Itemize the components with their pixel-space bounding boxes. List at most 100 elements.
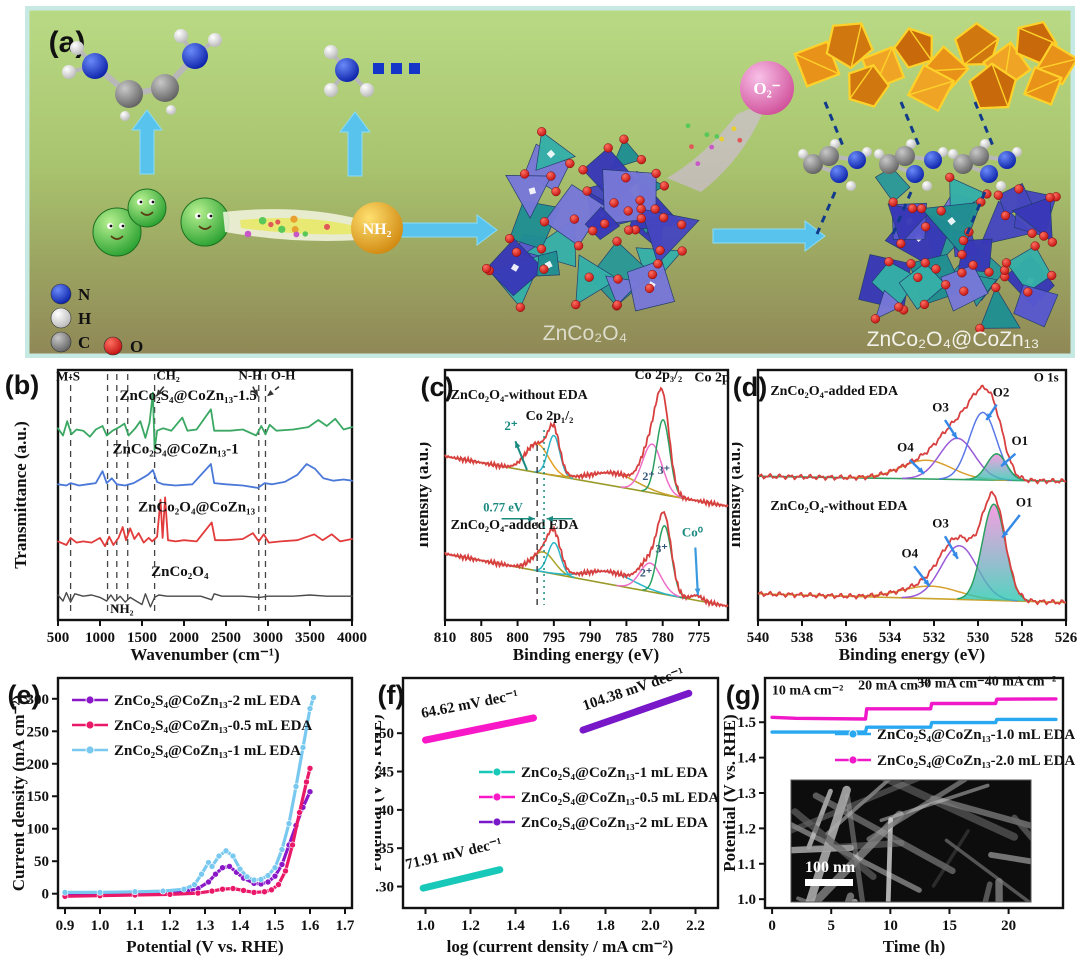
atom <box>174 29 188 43</box>
oxygen-atom <box>612 236 622 246</box>
crystal-cluster <box>481 127 700 312</box>
oxygen-atom <box>551 186 561 197</box>
legend-marker <box>85 745 95 755</box>
decorative-shape <box>874 289 904 320</box>
y-tick-label: 1.1 <box>737 857 756 873</box>
series-marker <box>226 863 233 870</box>
series-line-3 <box>57 591 353 608</box>
atom <box>969 146 989 166</box>
x-tick-label: 1.4 <box>231 918 250 934</box>
decorative-shape <box>291 226 299 233</box>
hydrogen-bond-line <box>973 101 995 147</box>
hydrogen-bond-line <box>823 101 845 147</box>
process-arrow <box>339 111 371 177</box>
atom <box>70 41 84 55</box>
x-axis-title: Potential (V vs. RHE) <box>126 937 283 956</box>
decorative-shape <box>850 23 863 69</box>
legend-label: ZnCo₂S₄@CoZn₁₃-0.5 mL EDA <box>114 718 312 734</box>
oxygen-atom <box>636 204 646 214</box>
o2-ball <box>740 61 794 115</box>
x-tick-label: 775 <box>688 630 711 646</box>
process-arrow <box>131 109 163 175</box>
arrow-head <box>952 551 958 559</box>
panel-d-o1s-xps-chart: 540 538 536 534 532 530 528 526 Binding energy (… <box>732 368 1078 664</box>
x-tick-label: 2.0 <box>641 918 660 934</box>
oxygen-atom <box>571 299 581 310</box>
legend-label: ZnCo₂S₄@CoZn₁₃-2 mL EDA <box>521 815 708 831</box>
annotation: Co 2p <box>694 370 730 385</box>
annotation: O3 <box>932 399 949 414</box>
series-marker <box>278 846 286 853</box>
x-tick-label: 540 <box>747 630 770 646</box>
legend-label: ZnCo₂S₄@CoZn₁₃-0.5 mL EDA <box>521 790 719 806</box>
arrow-head <box>951 431 958 439</box>
decorative-shape <box>290 215 298 223</box>
atom <box>948 149 958 159</box>
atom <box>895 146 915 166</box>
arrow-head <box>917 467 925 474</box>
oxygen-atom <box>588 226 598 236</box>
envelope-0 <box>757 384 1067 485</box>
atom <box>953 154 973 174</box>
annotation: Co 2p₁/₂ <box>526 409 574 424</box>
panel-b-ftir-chart: 500 1000 1500 2000 2500 3000 3500 4000 Wavenumbe… <box>5 368 367 664</box>
x-tick-label: 528 <box>1011 630 1034 646</box>
trace-label: ZnCo₂O₄-without EDA <box>770 499 908 514</box>
series-marker <box>236 865 244 873</box>
sem-nanowire <box>988 851 1031 865</box>
decorative-shape <box>794 53 840 75</box>
sem-nanowire <box>783 922 855 968</box>
series-line-2 <box>57 496 353 548</box>
decorative-shape <box>1011 197 1053 243</box>
oxygen-atom <box>515 302 526 312</box>
decorative-shape <box>535 131 576 171</box>
x-tick-label: 1.3 <box>196 918 215 934</box>
y-axis-title: Potential (V vs. RHE) <box>375 714 385 871</box>
sem-nanowire <box>844 793 866 902</box>
trace-label: ZnCo₂O₄-without EDA <box>451 388 589 403</box>
decorative-shape <box>1018 27 1057 45</box>
series-marker <box>271 872 279 880</box>
series-marker <box>222 847 230 855</box>
decorative-shape <box>139 200 143 204</box>
trace-label: ZnCo₂O₄-added EDA <box>451 518 580 533</box>
panel-g-stability-chart: 0 5 10 15 20 1.0 1.1 1.2 1.3 1.4 1.5 Time (h) Potent… <box>723 674 1075 968</box>
oxygen-atom <box>984 267 994 277</box>
x-tick-label: 1.4 <box>506 918 525 934</box>
series-marker <box>131 888 139 896</box>
series-marker <box>219 864 226 872</box>
oxygen-atom <box>504 233 515 244</box>
series-line-2 <box>63 695 316 894</box>
sem-inset-image <box>783 780 1031 968</box>
y-tick-label: 1.50 <box>375 726 394 742</box>
atom <box>335 58 359 82</box>
arrow-head <box>1002 530 1009 538</box>
oxygen-atom <box>991 282 1001 293</box>
series-marker <box>303 778 310 786</box>
oxygen-atom <box>968 260 978 270</box>
series-marker <box>215 852 223 860</box>
arrow-head <box>694 588 701 595</box>
atom <box>115 80 143 108</box>
oxygen-atom <box>613 274 623 284</box>
decorative-shape <box>991 63 1009 108</box>
panel-letter: (g) <box>726 680 760 710</box>
y-tick-label: 1.3 <box>737 786 756 802</box>
hydrogen-bond-dash <box>391 63 402 74</box>
decorative-shape <box>151 200 155 204</box>
series-marker <box>250 876 258 884</box>
legend-marker <box>85 695 95 705</box>
oxygen-atom <box>573 241 584 251</box>
annotation: O1 <box>1016 494 1033 509</box>
ammonia-molecule <box>324 45 420 97</box>
y-tick-label: 1.5 <box>737 715 756 731</box>
decorative-shape <box>908 80 954 96</box>
x-tick-label: 532 <box>923 630 946 646</box>
series-marker <box>289 841 296 849</box>
series-line-1 <box>63 766 312 898</box>
annotation: ZnCo₂O₄ <box>151 564 209 580</box>
envelope-0 <box>444 386 729 509</box>
arrow-head <box>267 389 274 397</box>
legend-atom <box>50 307 72 329</box>
decorative-shape <box>737 137 743 143</box>
